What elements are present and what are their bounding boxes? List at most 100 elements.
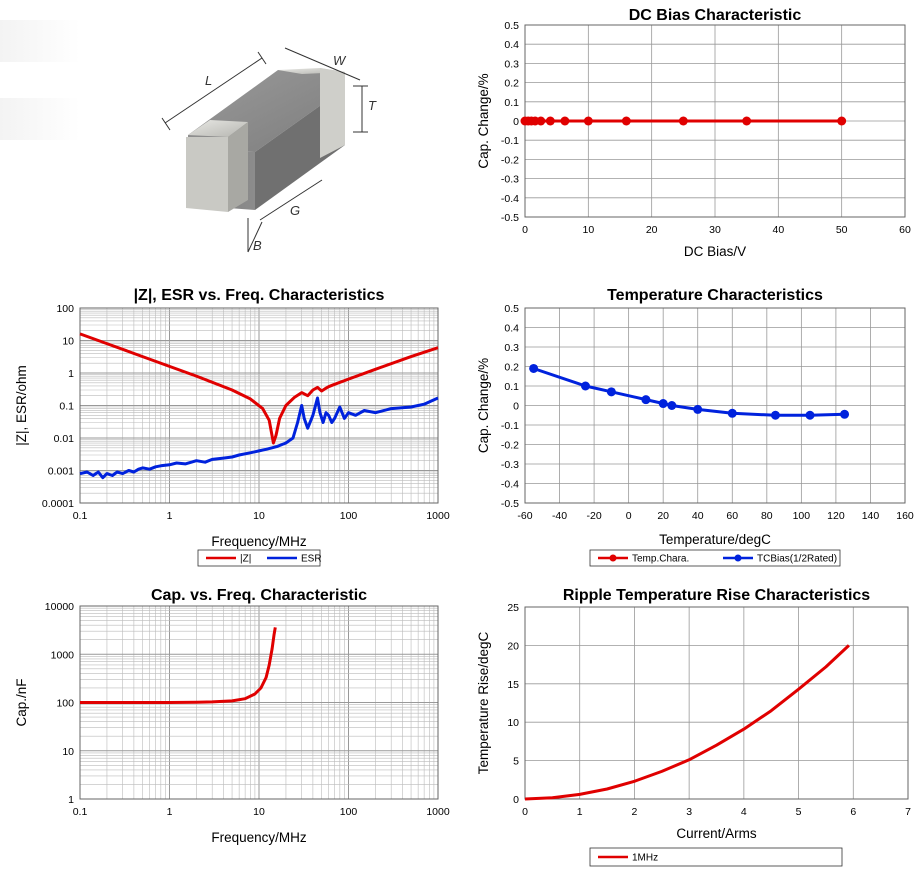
data-point: [621, 116, 631, 126]
y-tick-label: 10: [507, 717, 519, 729]
legend-marker: [609, 554, 617, 562]
x-axis-label: DC Bias/V: [684, 244, 746, 259]
y-tick-label: 0.01: [54, 433, 75, 445]
x-tick-label: 10: [253, 510, 265, 522]
y-tick-label: 5: [513, 756, 519, 768]
x-tick-label: 1000: [426, 510, 450, 522]
x-tick-label: 40: [772, 224, 784, 236]
x-tick-label: 100: [793, 510, 811, 522]
x-tick-label: -60: [517, 510, 532, 522]
y-tick-label: 0.3: [504, 342, 519, 354]
x-tick-label: 2: [632, 806, 638, 818]
legend-label: 1MHz: [632, 853, 658, 864]
chart-title: Ripple Temperature Rise Characteristics: [563, 587, 870, 604]
y-tick-label: -0.1: [501, 135, 519, 147]
decorative-gradient-bottom: [0, 98, 80, 140]
legend-label: Temp.Chara.: [632, 554, 689, 565]
y-tick-label: 10000: [45, 601, 74, 613]
legend-label: |Z|: [240, 554, 251, 565]
x-tick-label: 1: [167, 510, 173, 522]
y-tick-label: 0.1: [59, 401, 74, 413]
y-tick-label: -0.5: [501, 212, 519, 224]
legend-label: ESR: [301, 554, 322, 565]
x-tick-label: 1000: [426, 806, 450, 818]
y-tick-label: 0.0001: [42, 498, 74, 510]
y-tick-label: 100: [56, 303, 74, 315]
cap-freq-chart: 0.1 1 10 100 1000 10000 1000 100 10 1 Cap. vs. Fre…: [0, 580, 460, 872]
data-point: [678, 116, 688, 126]
series-line: [533, 367, 845, 417]
data-point: [536, 116, 546, 126]
data-point: [658, 399, 668, 409]
x-tick-label: 20: [646, 224, 658, 236]
chart-title: Cap. vs. Freq. Characteristic: [151, 587, 367, 604]
y-tick-label: 0.001: [48, 466, 74, 478]
x-tick-label: 6: [850, 806, 856, 818]
data-point: [529, 363, 539, 373]
gridlines: [524, 307, 906, 504]
data-point: [560, 116, 570, 126]
x-tick-label: 40: [692, 510, 704, 522]
y-tick-label: 0: [513, 401, 519, 413]
series-line: [80, 627, 277, 704]
y-tick-label: 0.5: [504, 20, 519, 32]
x-tick-label: 160: [896, 510, 914, 522]
plot-frame: [79, 307, 439, 504]
legend-box: [197, 549, 321, 567]
x-tick-label: 120: [827, 510, 845, 522]
x-tick-label: 0.1: [73, 510, 88, 522]
impedance-chart: 0.1 1 10 100 1000 100 10 1 0.1 0.01 0.001 0.0001 |Z|…: [0, 280, 460, 570]
series-line: [524, 644, 850, 801]
legend-box: [589, 847, 843, 867]
y-axis-label: Cap./nF: [14, 678, 29, 726]
gridlines: [524, 606, 909, 800]
y-tick-label: 25: [507, 602, 519, 614]
y-tick-label: 10: [62, 336, 74, 348]
data-point: [837, 116, 847, 126]
y-axis-label: Temperature Rise/degC: [476, 631, 491, 774]
y-tick-label: 1: [68, 368, 74, 380]
y-axis-label: Cap. Change/%: [476, 73, 491, 168]
y-tick-label: 0.5: [504, 303, 519, 315]
y-tick-label: 1000: [51, 649, 75, 661]
plot-frame: [524, 606, 909, 800]
x-tick-label: 10: [582, 224, 594, 236]
x-tick-label: 100: [340, 806, 358, 818]
temperature-chart-svg: -60 -40 -20 0 20 40 60 80 100 120 140 160 0.5 0.4 0.3 0…: [476, 287, 914, 567]
x-tick-label: 1: [577, 806, 583, 818]
temperature-chart: -60 -40 -20 0 20 40 60 80 100 120 140 160 0.5 0.4 0.3 0…: [460, 280, 915, 570]
y-tick-label: -0.1: [501, 420, 519, 432]
x-tick-label: 60: [726, 510, 738, 522]
component-illustration: L W T G B: [150, 40, 390, 265]
right-terminal-side: [320, 68, 345, 158]
dc-bias-chart-svg: 0 10 20 30 40 50 60 0.5 0.4 0.3 0.2 0.1 0 -0.1 -0.2 -0.…: [476, 7, 911, 259]
dimension-label-g: G: [290, 203, 300, 218]
y-tick-label: -0.4: [501, 193, 519, 205]
x-tick-label: 100: [340, 510, 358, 522]
y-tick-label: 20: [507, 640, 519, 652]
x-tick-label: 0.1: [73, 806, 88, 818]
data-point: [727, 408, 737, 418]
x-tick-label: 30: [709, 224, 721, 236]
y-tick-label: -0.3: [501, 459, 519, 471]
dimension-label-w: W: [333, 53, 347, 68]
data-point: [583, 116, 593, 126]
series-line: [79, 332, 439, 445]
y-tick-label: 0.3: [504, 58, 519, 70]
y-tick-label: -0.5: [501, 498, 519, 510]
y-tick-label: 0.4: [504, 323, 519, 335]
impedance-chart-svg: 0.1 1 10 100 1000 100 10 1 0.1 0.01 0.001 0.0001 |Z|…: [14, 287, 450, 567]
x-tick-label: 60: [899, 224, 911, 236]
y-tick-label: 0.1: [504, 97, 519, 109]
data-point: [840, 409, 850, 419]
mlcc-chip-drawing: L W T G B: [161, 47, 377, 253]
x-tick-label: 0: [626, 510, 632, 522]
left-terminal-front: [186, 137, 228, 212]
dimension-label-t: T: [368, 98, 377, 113]
y-tick-label: 0: [513, 794, 519, 806]
y-tick-label: -0.4: [501, 479, 519, 491]
data-point: [667, 401, 677, 410]
data-point: [693, 404, 703, 414]
x-axis-label: Frequency/MHz: [211, 830, 307, 845]
ripple-chart: 0 1 2 3 4 5 6 7 25 20 15 10 5 0 Ripple Temperature Ris…: [460, 580, 915, 872]
